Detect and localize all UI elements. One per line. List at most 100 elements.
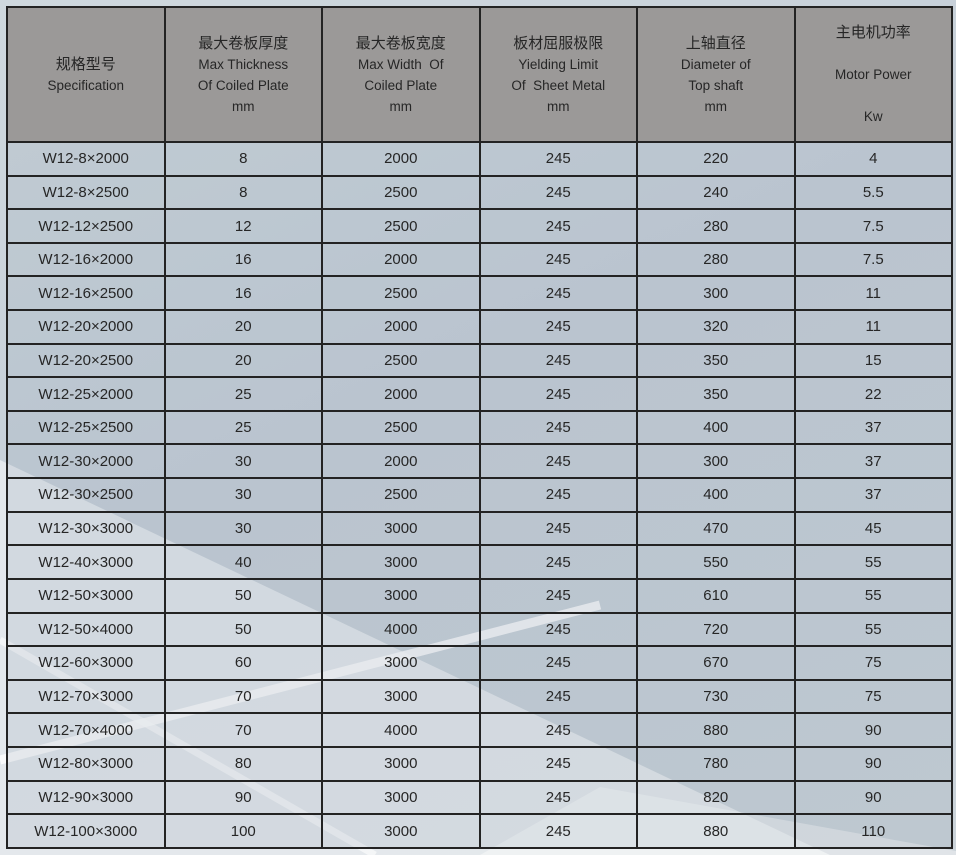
value-cell: 470: [636, 510, 796, 547]
header-line: mm: [389, 98, 413, 114]
table-row: W12-16×2500 16 2500 245 300 11: [6, 275, 953, 312]
spec-model-cell: W12-25×2500: [6, 409, 166, 446]
value-cell: 300: [636, 275, 796, 312]
header-lines: 上轴直径 Diameter of Top shaft mm: [639, 33, 793, 117]
value-cell: 4000: [321, 712, 481, 748]
column-header-max-width: 最大卷板宽度 Max Width Of Coiled Plate mm: [321, 6, 481, 143]
spec-model-cell: W12-50×3000: [6, 577, 166, 614]
header-line: Max Width Of: [357, 56, 444, 72]
table-row: W12-70×3000 70 3000 245 730 75: [6, 678, 953, 715]
header-line: Diameter of: [680, 56, 751, 72]
spec-model-cell: W12-50×4000: [6, 611, 166, 648]
value-cell: 37: [793, 477, 953, 513]
value-cell: 2500: [321, 409, 481, 446]
value-cell: 20: [163, 309, 323, 345]
value-cell: 3000: [321, 577, 481, 614]
value-cell: 25: [163, 409, 323, 446]
value-cell: 25: [163, 376, 323, 412]
table-row: W12-12×2500 12 2500 245 280 7.5: [6, 208, 953, 244]
value-cell: 245: [478, 241, 638, 278]
header-line: Coiled Plate: [364, 77, 438, 93]
value-cell: 8: [163, 141, 323, 177]
value-cell: 3000: [321, 745, 481, 782]
value-cell: 245: [478, 477, 638, 513]
value-cell: 75: [793, 678, 953, 715]
value-cell: 8: [163, 174, 323, 211]
value-cell: 245: [478, 275, 638, 312]
value-cell: 3000: [321, 544, 481, 580]
value-cell: 245: [478, 376, 638, 412]
value-cell: 60: [163, 645, 323, 681]
header-line: mm: [704, 98, 728, 114]
value-cell: 2000: [321, 141, 481, 177]
value-cell: 3000: [321, 678, 481, 715]
table-row: W12-40×3000 40 3000 245 550 55: [6, 544, 953, 580]
value-cell: 37: [793, 409, 953, 446]
value-cell: 2500: [321, 275, 481, 312]
header-lines: 板材屈服极限 Yielding Limit Of Sheet Metal mm: [481, 33, 635, 117]
value-cell: 400: [636, 477, 796, 513]
table-row: W12-8×2000 8 2000 245 220 4: [6, 141, 953, 177]
table-row: W12-70×4000 70 4000 245 880 90: [6, 712, 953, 748]
specification-table: 规格型号 Specification 最大卷板厚度 Max Thickness Of C…: [6, 6, 953, 849]
value-cell: 55: [793, 611, 953, 648]
table-body: W12-8×2000 8 2000 245 220 4 W12-8×2500 8 2500 245…: [6, 141, 953, 849]
value-cell: 90: [793, 745, 953, 782]
spec-model-cell: W12-30×3000: [6, 510, 166, 547]
value-cell: 3000: [321, 510, 481, 547]
spec-model-cell: W12-16×2000: [6, 241, 166, 278]
value-cell: 245: [478, 712, 638, 748]
value-cell: 2000: [321, 443, 481, 480]
spec-model-cell: W12-70×3000: [6, 678, 166, 715]
spec-model-cell: W12-70×4000: [6, 712, 166, 748]
value-cell: 220: [636, 141, 796, 177]
value-cell: 245: [478, 577, 638, 614]
value-cell: 4: [793, 141, 953, 177]
table-row: W12-25×2000 25 2000 245 350 22: [6, 376, 953, 412]
value-cell: 90: [793, 712, 953, 748]
value-cell: 350: [636, 342, 796, 379]
value-cell: 245: [478, 141, 638, 177]
spec-model-cell: W12-8×2500: [6, 174, 166, 211]
value-cell: 2000: [321, 309, 481, 345]
header-row: 规格型号 Specification 最大卷板厚度 Max Thickness Of C…: [6, 6, 953, 143]
table-row: W12-8×2500 8 2500 245 240 5.5: [6, 174, 953, 211]
value-cell: 245: [478, 611, 638, 648]
header-lines: 最大卷板宽度 Max Width Of Coiled Plate mm: [324, 33, 478, 117]
header-line: Specification: [47, 77, 125, 93]
header-line: mm: [232, 98, 255, 114]
value-cell: 350: [636, 376, 796, 412]
value-cell: 30: [163, 443, 323, 480]
value-cell: 245: [478, 745, 638, 782]
table-row: W12-30×2500 30 2500 245 400 37: [6, 477, 953, 513]
header-lines: 主电机功率 Motor Power Kw: [796, 22, 950, 127]
value-cell: 245: [478, 409, 638, 446]
value-cell: 75: [793, 645, 953, 681]
header-line: Of Sheet Metal: [511, 77, 606, 93]
header-line: mm: [547, 98, 570, 114]
value-cell: 22: [793, 376, 953, 412]
spec-model-cell: W12-8×2000: [6, 141, 166, 177]
value-cell: 50: [163, 611, 323, 648]
value-cell: 2500: [321, 208, 481, 244]
table-row: W12-20×2500 20 2500 245 350 15: [6, 342, 953, 379]
value-cell: 245: [478, 813, 638, 849]
value-cell: 245: [478, 779, 638, 816]
header-line: Motor Power: [834, 67, 912, 82]
spec-model-cell: W12-80×3000: [6, 745, 166, 782]
value-cell: 11: [793, 275, 953, 312]
value-cell: 30: [163, 477, 323, 513]
value-cell: 20: [163, 342, 323, 379]
value-cell: 50: [163, 577, 323, 614]
value-cell: 12: [163, 208, 323, 244]
header-line: 最大卷板宽度: [355, 34, 446, 52]
value-cell: 245: [478, 645, 638, 681]
table-row: W12-50×3000 50 3000 245 610 55: [6, 577, 953, 614]
value-cell: 240: [636, 174, 796, 211]
value-cell: 100: [163, 813, 323, 849]
value-cell: 880: [636, 712, 796, 748]
header-line: Of Coiled Plate: [197, 77, 289, 93]
value-cell: 820: [636, 779, 796, 816]
value-cell: 2500: [321, 477, 481, 513]
